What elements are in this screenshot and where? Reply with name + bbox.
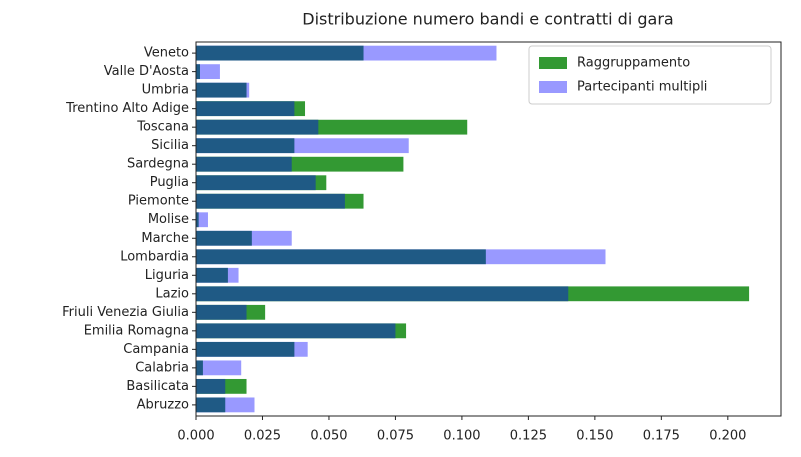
bar [196, 82, 247, 98]
y-tick-label: Veneto [144, 46, 189, 61]
y-tick-label: Emilia Romagna [84, 323, 189, 338]
bar [196, 156, 292, 172]
y-tick-label: Basilicata [126, 379, 189, 394]
y-tick-label: Sicilia [151, 138, 189, 153]
bar [196, 175, 316, 191]
y-tick-label: Friuli Venezia Giulia [62, 305, 189, 320]
bar [196, 304, 247, 320]
bar [196, 212, 199, 228]
legend: Raggruppamento Partecipanti multipli [528, 45, 772, 105]
y-tick-label: Lombardia [120, 249, 189, 264]
y-tick-label: Molise [148, 212, 189, 227]
chart-title: Distribuzione numero bandi e contratti d… [302, 10, 673, 29]
bar [196, 230, 252, 246]
x-tick-label: 0.125 [510, 429, 547, 444]
legend-label: Partecipanti multipli [577, 80, 707, 95]
y-tick-label: Valle D'Aosta [104, 64, 189, 79]
x-tick-label: 0.100 [443, 429, 480, 444]
bar [196, 249, 486, 265]
bar [196, 360, 203, 376]
y-tick-label: Sardegna [127, 157, 189, 172]
y-tick-label: Calabria [135, 360, 189, 375]
y-tick-label: Puglia [150, 175, 189, 190]
bar [196, 267, 228, 283]
x-tick-label: 0.050 [310, 429, 347, 444]
bar [196, 193, 345, 209]
legend-label: Raggruppamento [577, 56, 690, 71]
y-tick-label: Campania [123, 342, 189, 357]
bar [196, 397, 226, 413]
plot-frame [195, 41, 782, 417]
x-tick-label: 0.150 [576, 429, 613, 444]
y-tick-label: Piemonte [128, 194, 189, 209]
y-tick-label: Marche [141, 231, 189, 246]
bar [196, 378, 226, 394]
bar [196, 64, 200, 80]
bar [196, 119, 319, 135]
y-tick-label: Abruzzo [137, 397, 189, 412]
x-tick-label: 0.025 [244, 429, 281, 444]
y-tick-label: Lazio [155, 286, 189, 301]
x-tick-label: 0.075 [377, 429, 414, 444]
y-tick-label: Umbria [142, 83, 189, 98]
legend-box [528, 45, 772, 105]
y-tick-label: Liguria [145, 268, 189, 283]
legend-swatch [539, 57, 567, 69]
y-tick-label: Toscana [136, 120, 189, 135]
y-tick-label: Trentino Alto Adige [65, 101, 189, 116]
legend-swatch [539, 81, 567, 93]
x-tick-label: 0.175 [643, 429, 680, 444]
bar [196, 64, 220, 80]
x-tick-label: 0.200 [709, 429, 746, 444]
bar [196, 323, 396, 339]
bar [196, 101, 295, 117]
bar [196, 286, 569, 302]
bar [196, 138, 295, 154]
bar [196, 212, 208, 228]
bar [196, 360, 242, 376]
bar [196, 341, 295, 357]
x-tick-label: 0.000 [177, 429, 214, 444]
bar [196, 45, 364, 61]
